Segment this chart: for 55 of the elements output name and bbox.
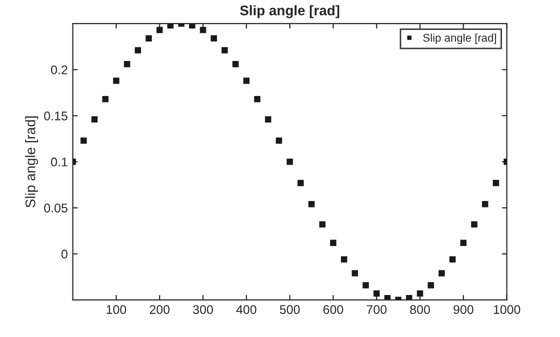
point [286,158,293,165]
x-tick-label: 700 [366,305,387,314]
point [416,290,424,297]
x-tick-label: 900 [454,305,474,314]
point [373,290,380,297]
point [146,35,152,42]
point [264,116,272,123]
x-tick-label: 100 [106,305,126,314]
point [232,60,239,68]
point [134,47,142,54]
point [319,221,326,228]
point [449,256,456,263]
y-tick-label: 0.1 [51,158,68,166]
x-tick-label: 500 [280,305,300,314]
x-tick-label: 800 [410,305,430,314]
point [167,24,174,29]
y-tick-label: 0 [61,250,68,259]
point [340,256,348,263]
point [222,47,228,54]
point [308,201,315,208]
point [298,180,304,186]
legend-label: Slip angle [rad] [423,34,496,44]
point [460,240,467,246]
point [471,221,478,228]
x-tick-label: 200 [150,305,170,314]
point [438,270,445,276]
point [124,60,130,68]
chart-title: Slip angle [rad] [240,5,340,18]
point [352,270,358,276]
point [428,282,434,288]
point [91,116,98,123]
point [210,35,217,42]
y-tick-label: 0.15 [44,112,68,120]
point [243,78,250,84]
point [362,282,369,288]
point [254,96,260,102]
x-tick-label: 1000 [494,305,520,314]
x-tick-label: 400 [236,305,256,314]
y-tick-label: 0.2 [51,65,68,74]
point [200,26,206,34]
point [156,26,163,34]
y-tick-label: 0.05 [44,204,68,212]
point [80,137,87,144]
x-tick-label: 600 [323,305,344,314]
point [406,294,412,300]
point [492,180,500,186]
point [276,137,282,144]
point [189,24,196,29]
y-axis-title: Slip angle [rad] [25,116,38,208]
point [330,240,336,246]
point [482,201,488,208]
x-tick-label: 300 [193,305,213,314]
point [384,294,391,300]
point [113,78,120,84]
point [102,96,108,102]
